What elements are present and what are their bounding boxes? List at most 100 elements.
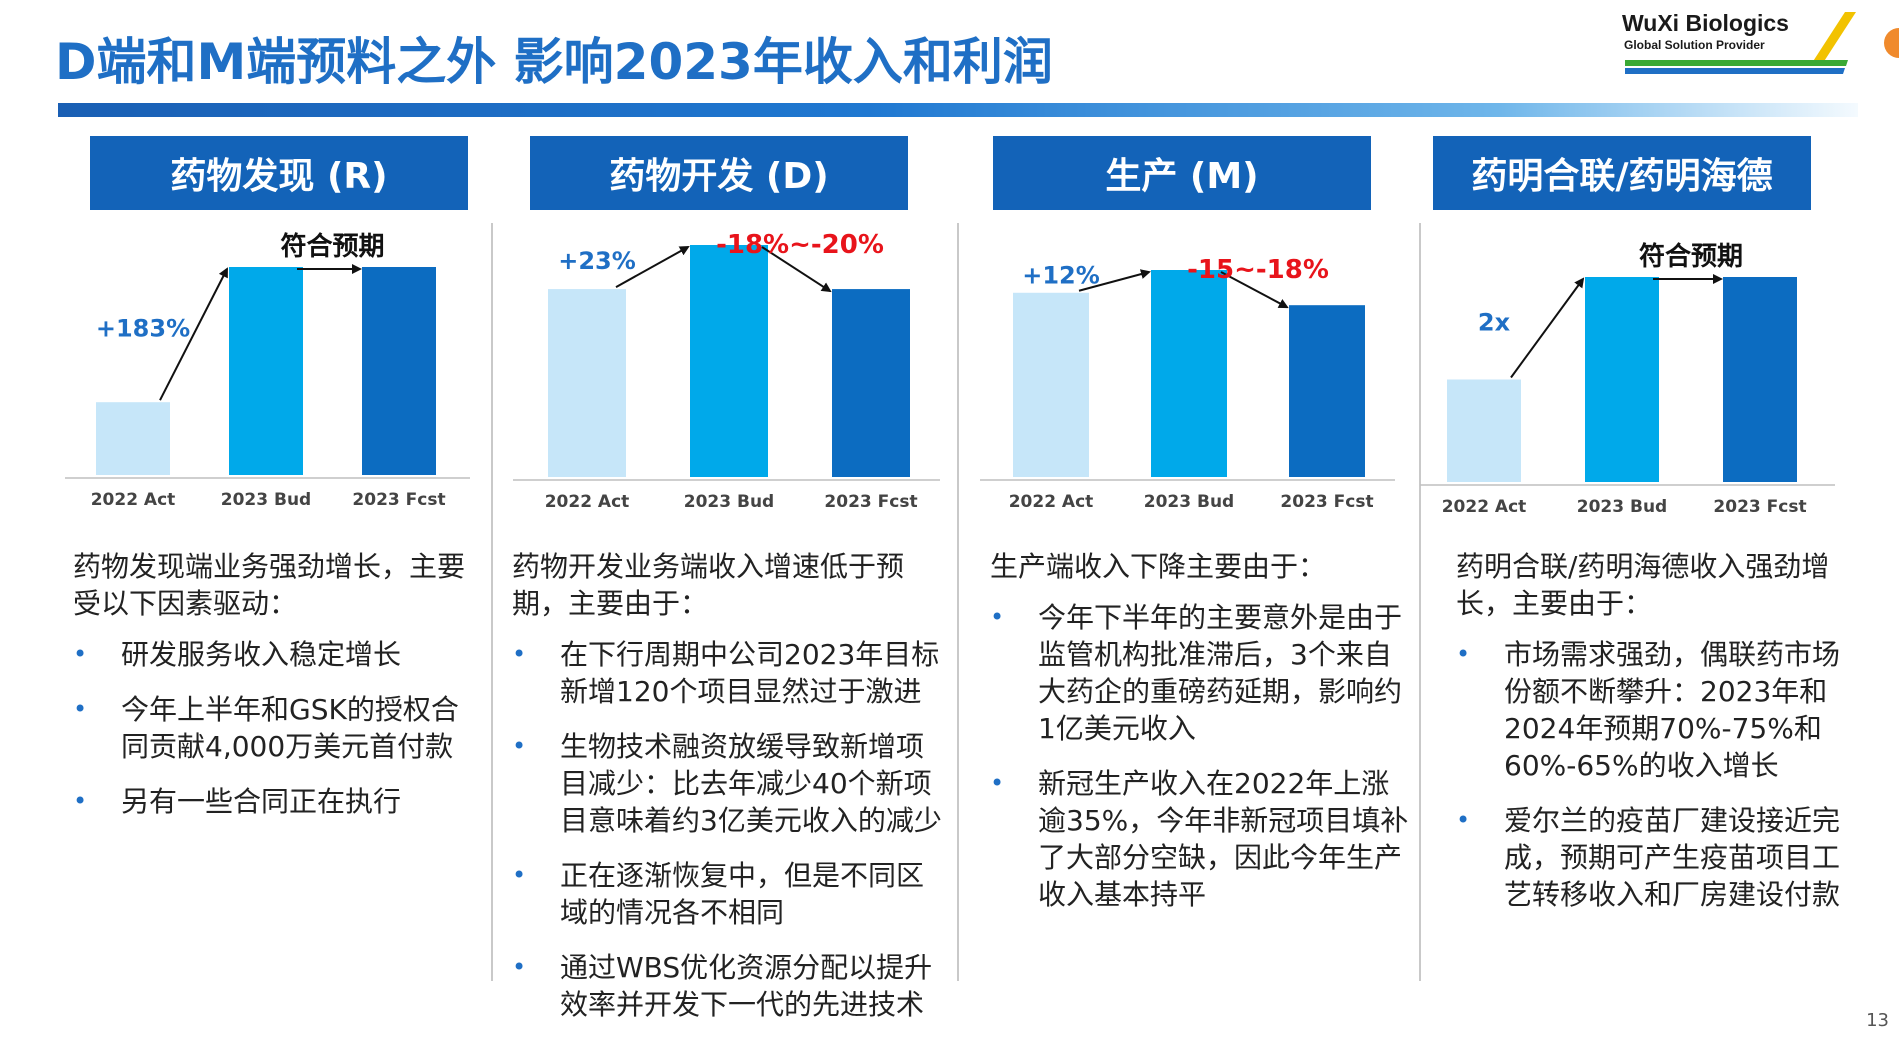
bullet-dot-icon: • <box>990 603 1005 631</box>
bullet-list: • 市场需求强劲，偶联药市场份额不断攀升：2023年和2024年预期70%-75%… <box>1456 636 1846 913</box>
panel-header-manufacturing: 生产 (M) <box>993 136 1371 210</box>
change-label-forecast: 符合预期 <box>1639 241 1743 272</box>
title-underline-bar <box>58 103 1858 117</box>
bullet-item: • 新冠生产收入在2022年上涨逾35%，今年非新冠项目填补了大部分空缺，因此今年… <box>990 765 1410 913</box>
bar-2023-bud <box>229 267 303 475</box>
bar-2023-bud <box>1585 277 1659 482</box>
bullet-item: • 通过WBS优化资源分配以提升效率并开发下一代的先进技术 <box>512 949 947 1023</box>
bar-2022-act <box>1447 379 1521 482</box>
description-lead: 药明合联/药明海德收入强劲增长，主要由于： <box>1456 550 1830 620</box>
description-lead: 生产端收入下降主要由于： <box>990 550 1327 583</box>
bar-2022-act <box>548 289 626 477</box>
category-label: 2022 Act <box>1009 492 1094 512</box>
panel-divider <box>491 223 493 981</box>
bullet-text: 通过WBS优化资源分配以提升效率并开发下一代的先进技术 <box>560 951 933 1021</box>
bar-2022-act <box>1013 292 1089 477</box>
bullet-dot-icon: • <box>73 695 88 723</box>
change-label-budget: +23% <box>558 247 636 275</box>
bullet-item: • 在下行周期中公司2023年目标新增120个项目显然过于激进 <box>512 636 947 710</box>
page-number: 13 <box>1866 1010 1889 1031</box>
panel-header-research: 药物发现 (R) <box>90 136 468 210</box>
bullet-dot-icon: • <box>73 787 88 815</box>
category-label: 2023 Fcst <box>1713 497 1806 517</box>
change-label-budget: 2x <box>1478 308 1511 336</box>
change-label-forecast: 符合预期 <box>280 231 384 262</box>
change-label-forecast: -18%~-20% <box>716 230 884 260</box>
change-label-budget: +183% <box>96 315 190 343</box>
bar-2023-bud <box>1151 270 1227 477</box>
bullet-item: • 另有一些合同正在执行 <box>73 783 473 820</box>
bullet-dot-icon: • <box>990 769 1005 797</box>
bar-2023-fcst <box>1289 305 1365 477</box>
category-label: 2023 Bud <box>1144 492 1234 512</box>
chart-development: 2022 Act 2023 Bud 2023 Fcst +23% -18%~-20% <box>513 230 940 512</box>
bullet-dot-icon: • <box>512 640 527 668</box>
change-arrow <box>159 267 228 401</box>
logo-stripes-icon <box>1625 12 1856 74</box>
panel-divider <box>1419 223 1421 981</box>
chart-manufacturing: 2022 Act 2023 Bud 2023 Fcst +12% -15~-18% <box>980 255 1395 512</box>
category-label: 2023 Fcst <box>824 492 917 512</box>
description-lead: 药物开发业务端收入增速低于预期，主要由于： <box>512 550 905 620</box>
bullet-dot-icon: • <box>1456 806 1471 834</box>
panel-divider <box>957 223 959 981</box>
bullet-item: • 生物技术融资放缓导致新增项目减少：比去年减少40个新项目意味着约3亿美元收入的… <box>512 728 947 839</box>
bullet-item: • 爱尔兰的疫苗厂建设接近完成，预期可产生疫苗项目工艺转移收入和厂房建设付款 <box>1456 802 1846 913</box>
bullet-text: 今年上半年和GSK的授权合同贡献4,000万美元首付款 <box>121 693 459 763</box>
bar-2023-fcst <box>1723 277 1797 482</box>
panel-header-development: 药物开发 (D) <box>530 136 908 210</box>
change-arrow <box>1078 269 1151 292</box>
chart-research: 2022 Act 2023 Bud 2023 Fcst +183% 符合预期 <box>65 231 470 510</box>
description-lead: 药物发现端业务强劲增长，主要受以下因素驱动： <box>73 550 466 620</box>
change-arrow <box>1220 271 1289 309</box>
panel-description-research: 药物发现端业务强劲增长，主要受以下因素驱动： • 研发服务收入稳定增长 • 今年上半年和… <box>73 548 473 838</box>
bullet-text: 新冠生产收入在2022年上涨逾35%，今年非新冠项目填补了大部分空缺，因此今年生… <box>1038 767 1409 911</box>
bullet-dot-icon: • <box>512 732 527 760</box>
panel-header-affiliates: 药明合联/药明海德 <box>1433 136 1811 210</box>
bullet-item: • 研发服务收入稳定增长 <box>73 636 473 673</box>
bullet-dot-icon: • <box>512 861 527 889</box>
change-arrow <box>1510 277 1585 379</box>
category-label: 2022 Act <box>1442 497 1527 517</box>
change-label-forecast: -15~-18% <box>1187 255 1329 285</box>
logo-name: WuXi Biologics <box>1622 10 1789 36</box>
bullet-dot-icon: • <box>1456 640 1471 668</box>
logo-tagline: Global Solution Provider <box>1624 38 1765 52</box>
bullet-dot-icon: • <box>512 953 527 981</box>
bullet-item: • 今年上半年和GSK的授权合同贡献4,000万美元首付款 <box>73 691 473 765</box>
company-logo <box>1620 8 1860 78</box>
change-arrow <box>761 246 832 293</box>
bullet-list: • 研发服务收入稳定增长 • 今年上半年和GSK的授权合同贡献4,000万美元首付款 •… <box>73 636 473 820</box>
bullet-text: 正在逐渐恢复中，但是不同区域的情况各不相同 <box>560 859 925 929</box>
corner-badge <box>1884 28 1899 58</box>
bullet-text: 今年下半年的主要意外是由于监管机构批准滞后，3个来自大药企的重磅药延期，影响约1… <box>1038 601 1403 745</box>
bullet-text: 市场需求强劲，偶联药市场份额不断攀升：2023年和2024年预期70%-75%和… <box>1504 638 1841 782</box>
category-label: 2023 Bud <box>684 492 774 512</box>
bar-2023-fcst <box>832 289 910 477</box>
category-label: 2023 Bud <box>221 490 311 510</box>
page-title: D端和M端预料之外 影响2023年收入和利润 <box>55 33 1053 91</box>
bullet-text: 另有一些合同正在执行 <box>121 785 402 818</box>
bullet-dot-icon: • <box>73 640 88 668</box>
panel-description-manufacturing: 生产端收入下降主要由于： • 今年下半年的主要意外是由于监管机构批准滞后，3个来自大… <box>990 548 1410 931</box>
bullet-list: • 在下行周期中公司2023年目标新增120个项目显然过于激进 • 生物技术融资放缓导… <box>512 636 947 1023</box>
bullet-list: • 今年下半年的主要意外是由于监管机构批准滞后，3个来自大药企的重磅药延期，影响约… <box>990 599 1410 913</box>
category-label: 2022 Act <box>545 492 630 512</box>
bullet-item: • 今年下半年的主要意外是由于监管机构批准滞后，3个来自大药企的重磅药延期，影响约… <box>990 599 1410 747</box>
bar-2023-fcst <box>362 267 436 475</box>
panel-description-affiliates: 药明合联/药明海德收入强劲增长，主要由于： • 市场需求强劲，偶联药市场份额不断攀升… <box>1456 548 1846 931</box>
category-label: 2023 Bud <box>1577 497 1667 517</box>
change-label-budget: +12% <box>1022 261 1100 289</box>
category-label: 2023 Fcst <box>352 490 445 510</box>
bullet-text: 研发服务收入稳定增长 <box>121 638 402 671</box>
panel-description-development: 药物开发业务端收入增速低于预期，主要由于： • 在下行周期中公司2023年目标新增1… <box>512 548 947 1041</box>
bullet-text: 生物技术融资放缓导致新增项目减少：比去年减少40个新项目意味着约3亿美元收入的减… <box>560 730 942 837</box>
bullet-text: 爱尔兰的疫苗厂建设接近完成，预期可产生疫苗项目工艺转移收入和厂房建设付款 <box>1504 804 1841 911</box>
bar-2022-act <box>96 402 170 475</box>
category-label: 2023 Fcst <box>1280 492 1373 512</box>
bullet-text: 在下行周期中公司2023年目标新增120个项目显然过于激进 <box>560 638 940 708</box>
chart-affiliates: 2022 Act 2023 Bud 2023 Fcst 2x 符合预期 <box>1420 241 1835 517</box>
bullet-item: • 市场需求强劲，偶联药市场份额不断攀升：2023年和2024年预期70%-75%… <box>1456 636 1846 784</box>
bullet-item: • 正在逐渐恢复中，但是不同区域的情况各不相同 <box>512 857 947 931</box>
bar-2023-bud <box>690 245 768 477</box>
